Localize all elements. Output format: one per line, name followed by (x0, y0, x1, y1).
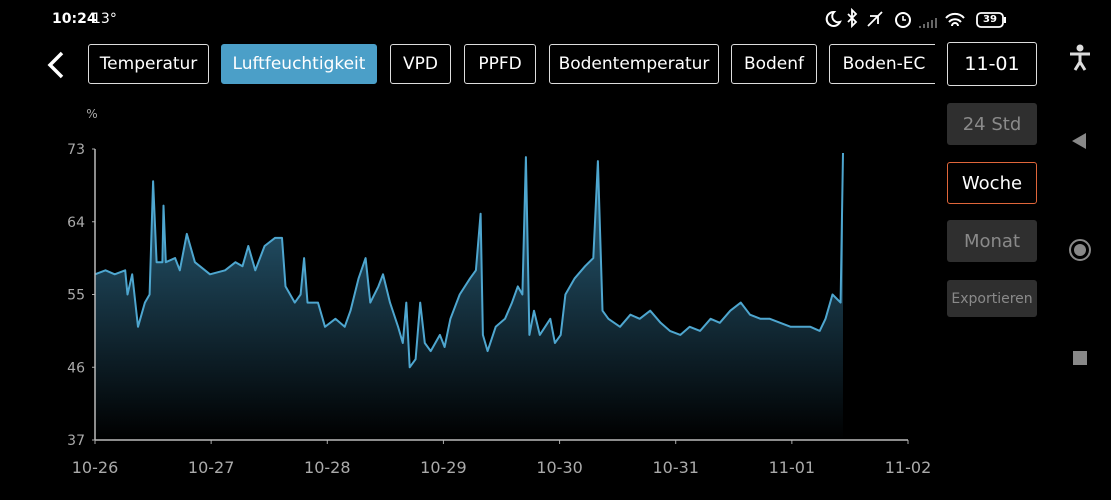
range-button[interactable]: 24 Std (947, 103, 1037, 145)
chart: % 37 46 55 64 73 10-26 10-27 10-28 10-29 10-30 10-… (67, 107, 932, 477)
tab[interactable]: PPFD (464, 44, 536, 84)
x-tick-label: 10-29 (420, 458, 467, 477)
status-temperature: 13° (92, 11, 117, 27)
tab[interactable]: VPD (390, 44, 451, 84)
status-icons (825, 8, 1006, 29)
status-time: 10:24 (52, 11, 97, 27)
area (95, 153, 843, 440)
tab[interactable]: Bodentemperatur (549, 44, 719, 84)
y-tick-label: 64 (67, 215, 85, 231)
tab[interactable]: Bodenf (731, 44, 817, 84)
x-tick-label: 11-01 (769, 458, 816, 477)
range-button[interactable]: Monat (947, 220, 1037, 262)
tab[interactable]: Temperatur (88, 44, 209, 84)
y-tick-label: 55 (67, 288, 85, 304)
line (94, 152, 844, 369)
y-tick-label: 73 (67, 142, 85, 158)
x-tick-label: 11-02 (885, 458, 932, 477)
x-tick-label: 10-28 (304, 458, 351, 477)
x-tick-label: 10-31 (652, 458, 699, 477)
y-unit: % (86, 107, 97, 121)
tab-strip: Temperatur Luftfeuchtigkeit VPD PPFD Bod… (88, 0, 935, 90)
back-button[interactable] (42, 50, 68, 80)
export-button[interactable]: Exportieren (947, 280, 1037, 317)
y-tick-label: 46 (67, 360, 85, 376)
date-button[interactable]: 11-01 (947, 42, 1037, 86)
x-tick-label: 10-30 (536, 458, 583, 477)
y-tick-label: 37 (67, 433, 85, 449)
nav-bar (1069, 44, 1091, 365)
x-tick-label: 10-26 (72, 458, 119, 477)
x-tick-label: 10-27 (188, 458, 235, 477)
battery-level: 39 (983, 14, 997, 25)
tab[interactable]: Boden-EC (829, 44, 935, 84)
range-button-active[interactable]: Woche (947, 162, 1037, 204)
tab-active[interactable]: Luftfeuchtigkeit (221, 44, 377, 84)
